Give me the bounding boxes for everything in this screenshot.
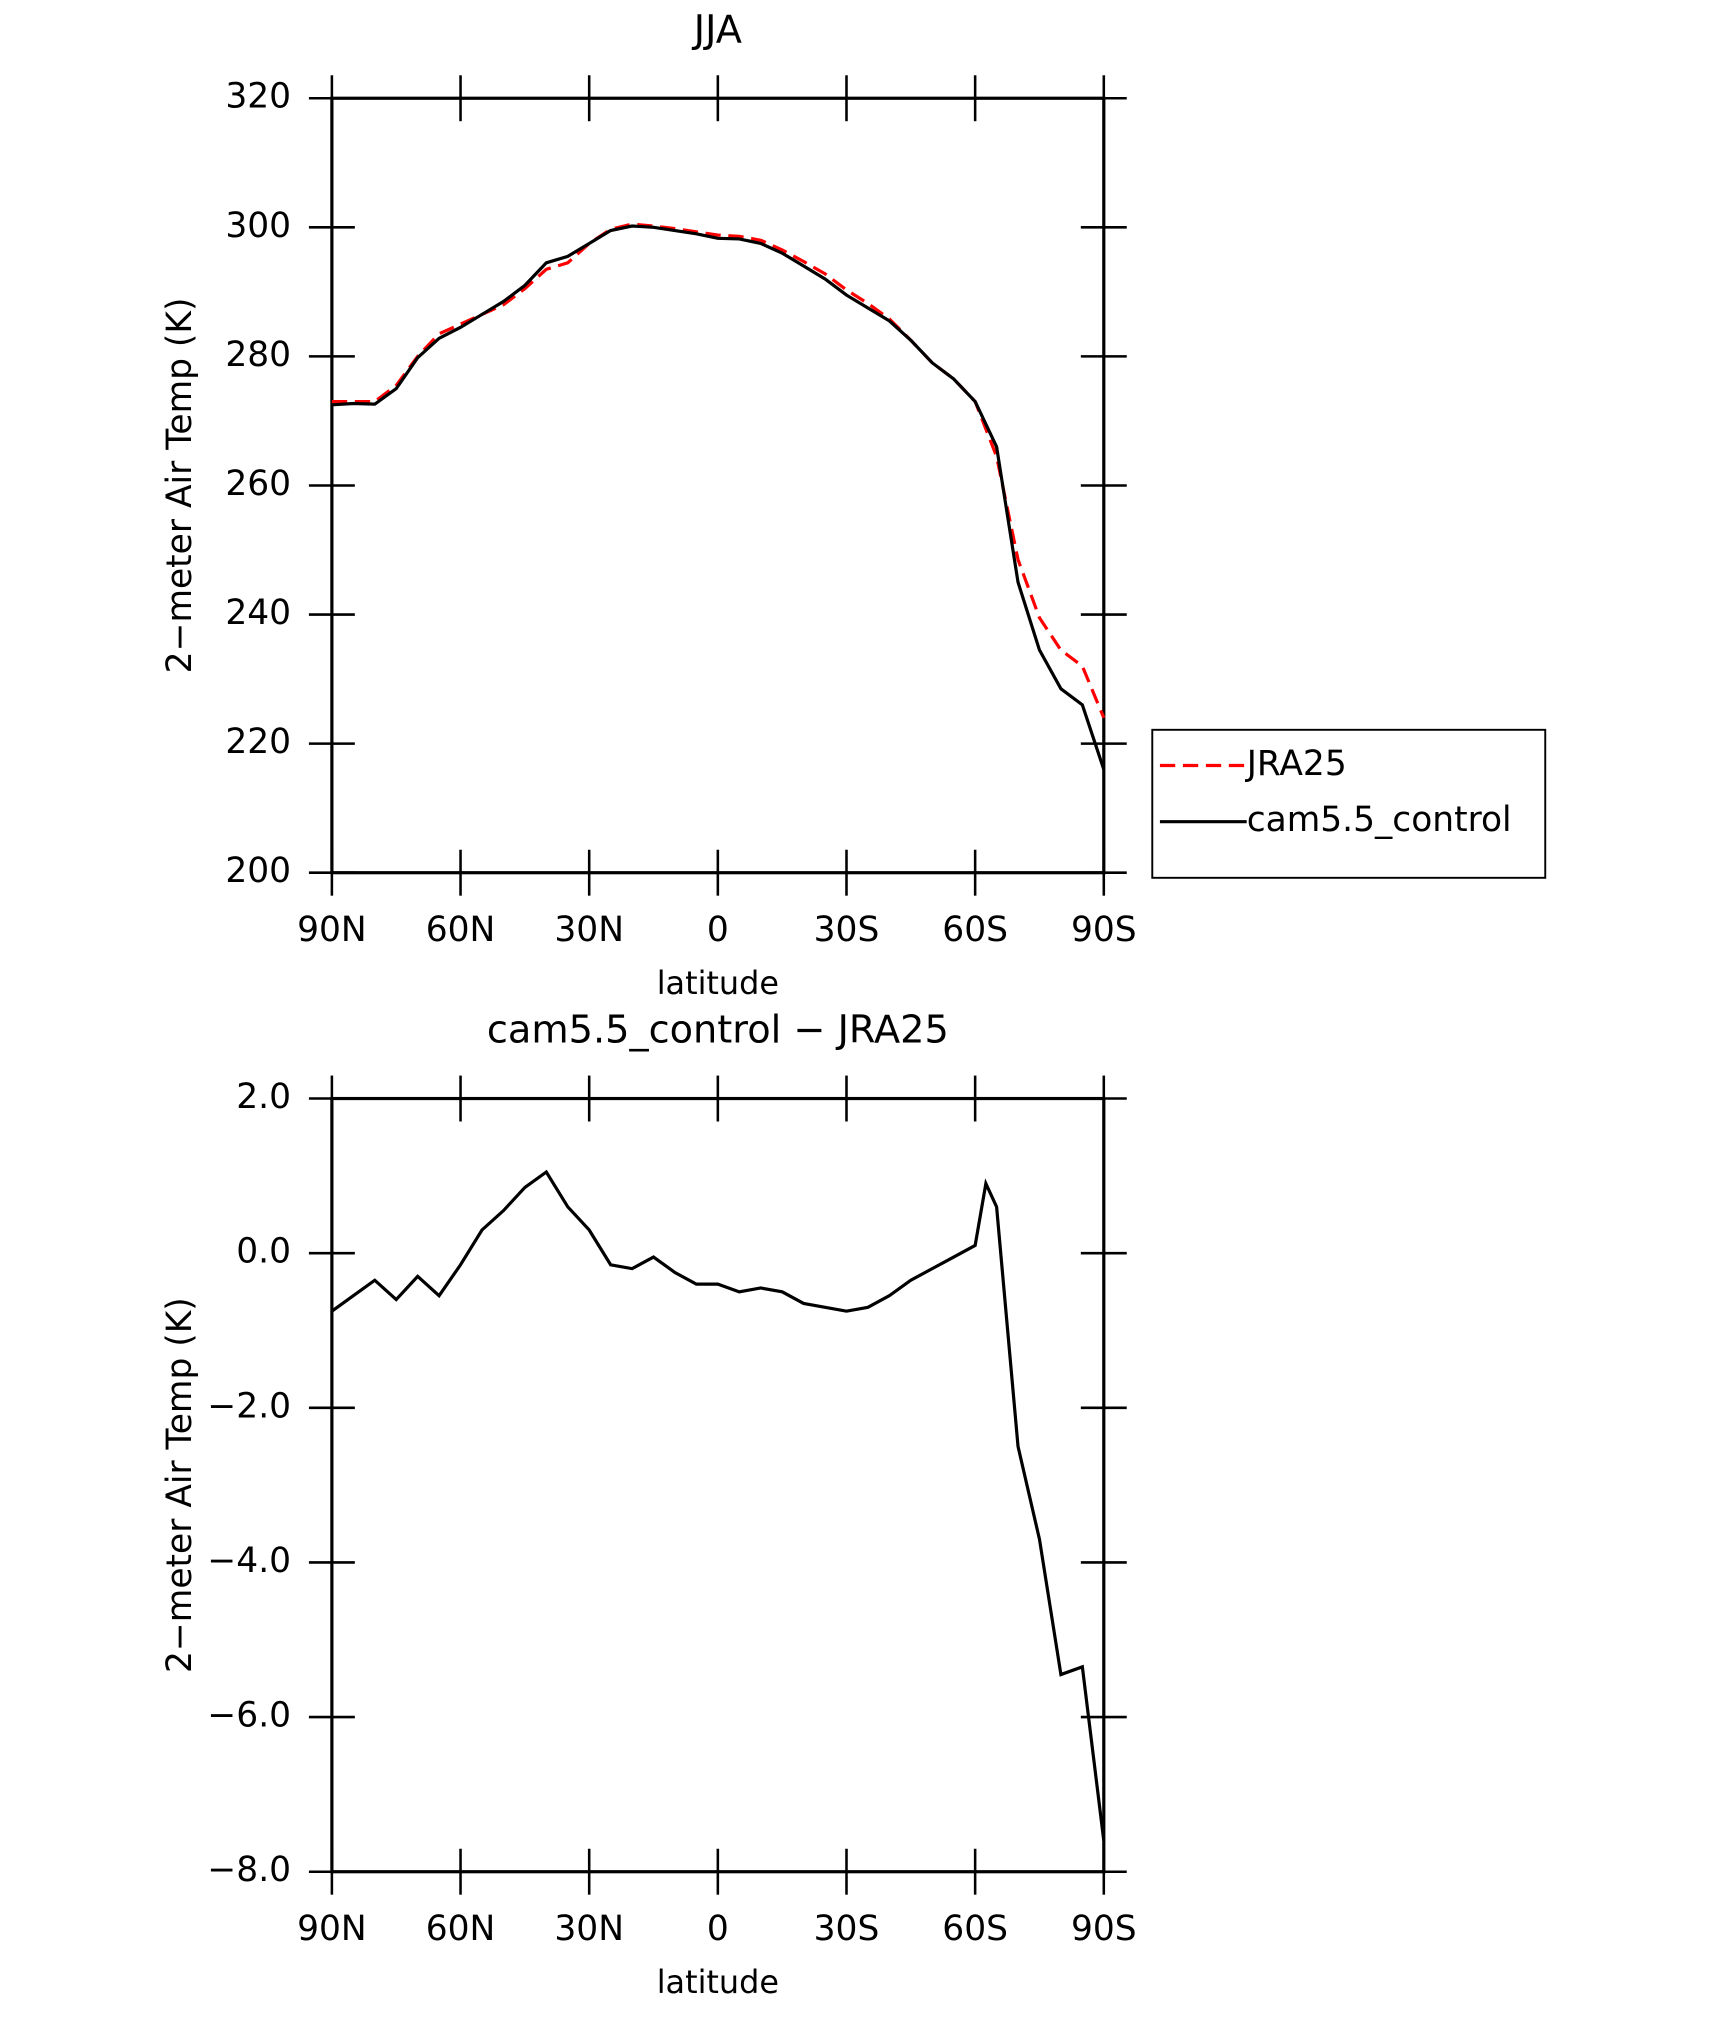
y-tick-label: −4.0 (207, 1541, 291, 1581)
x-tick-label: 90S (1071, 1909, 1137, 1949)
y-tick-label: 0.0 (236, 1232, 291, 1272)
x-tick-label: 0 (707, 910, 729, 950)
x-tick-label: 90S (1071, 910, 1137, 950)
plot-frame (330, 1096, 1106, 1874)
y-tick-label: 280 (225, 335, 291, 375)
x-tick-label: 60S (942, 910, 1008, 950)
series-line (331, 222, 1106, 719)
series-line (330, 1169, 1106, 1841)
y-tick-label: 200 (225, 851, 291, 891)
y-tick-label: 260 (225, 464, 291, 504)
x-tick-label: 30S (814, 910, 880, 950)
y-tick-label: −8.0 (207, 1850, 291, 1890)
series-line (331, 224, 1106, 770)
x-axis-label: latitude (657, 1963, 779, 2001)
chart-title: JJA (692, 7, 742, 52)
y-axis-label: 2−meter Air Temp (K) (160, 298, 200, 674)
x-tick-label: 30N (554, 1909, 624, 1949)
y-tick-label: 240 (225, 593, 291, 633)
y-tick-label: 300 (225, 206, 291, 246)
legend-label: JRA25 (1245, 744, 1347, 784)
plot-frame (330, 96, 1106, 875)
x-axis-label: latitude (657, 964, 779, 1002)
legend-label: cam5.5_control (1247, 800, 1512, 840)
x-tick-label: 30N (554, 910, 624, 950)
x-tick-label: 30S (814, 1909, 880, 1949)
y-tick-label: −2.0 (207, 1386, 291, 1426)
chart-title: cam5.5_control − JRA25 (487, 1008, 949, 1053)
y-tick-label: 220 (225, 722, 291, 762)
x-tick-label: 60N (426, 910, 496, 950)
y-axis-label: 2−meter Air Temp (K) (160, 1297, 200, 1673)
x-tick-label: 60N (426, 1909, 496, 1949)
y-tick-label: 2.0 (236, 1077, 291, 1117)
x-tick-label: 90N (297, 1909, 367, 1949)
legend-box (1151, 728, 1547, 879)
y-tick-label: −6.0 (207, 1696, 291, 1736)
y-tick-label: 320 (225, 77, 291, 117)
x-tick-label: 0 (707, 1909, 729, 1949)
x-tick-label: 90N (297, 910, 367, 950)
x-tick-label: 60S (942, 1909, 1008, 1949)
